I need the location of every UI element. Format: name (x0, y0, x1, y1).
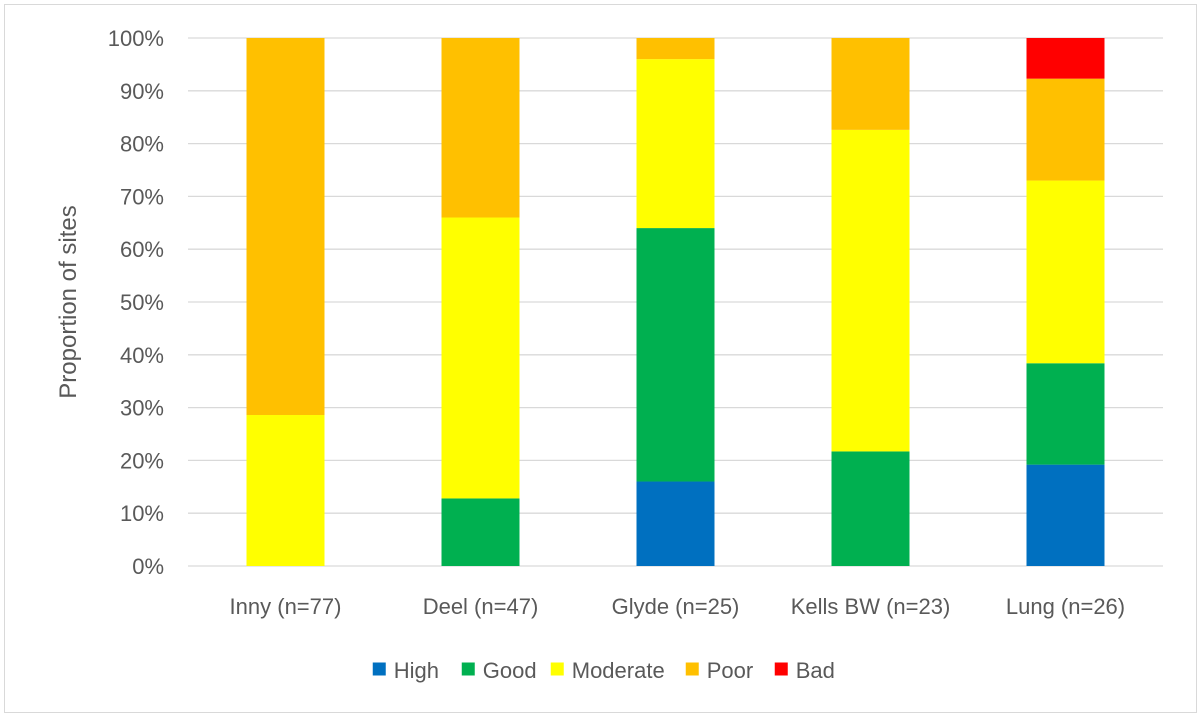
bar-segment (636, 38, 715, 60)
chart-frame (4, 4, 1197, 713)
y-tick-label: 50% (120, 290, 164, 315)
y-tick-labels: 0% 10% 20% 30% 40% 50% 60% 70% 80% 90% 100% (108, 26, 164, 579)
bar-segment (246, 414, 325, 566)
bar-segment (831, 38, 910, 130)
legend-swatch (774, 662, 788, 676)
bar-segment (1026, 464, 1105, 566)
bar-segment (831, 129, 910, 452)
y-tick-label: 30% (120, 396, 164, 421)
legend: High Good Moderate Poor Bad (372, 658, 835, 683)
y-tick-label: 10% (120, 501, 164, 526)
legend-label: Poor (707, 658, 753, 683)
y-tick-label: 100% (108, 26, 164, 51)
legend-swatch (461, 662, 475, 676)
y-tick-label: 60% (120, 237, 164, 262)
y-tick-label: 80% (120, 132, 164, 157)
legend-swatch (685, 662, 699, 676)
x-tick-label: Kells BW (n=23) (791, 594, 951, 619)
bar-segment (1026, 38, 1105, 79)
bar-segment (246, 38, 325, 415)
legend-label: Bad (796, 658, 835, 683)
bar-segment (636, 481, 715, 566)
x-tick-labels: Inny (n=77) Deel (n=47) Glyde (n=25) Kells … (230, 594, 1126, 619)
legend-label: Good (483, 658, 537, 683)
legend-label: High (394, 658, 439, 683)
bar-segment (441, 498, 520, 566)
y-tick-label: 90% (120, 79, 164, 104)
legend-label: Moderate (572, 658, 665, 683)
y-tick-label: 0% (132, 554, 164, 579)
x-tick-label: Lung (n=26) (1006, 594, 1125, 619)
x-tick-label: Deel (n=47) (423, 594, 539, 619)
bar-segment (1026, 363, 1105, 465)
legend-swatch (372, 662, 386, 676)
legend-swatch (550, 662, 564, 676)
bar-segment (1026, 78, 1105, 181)
x-tick-label: Glyde (n=25) (612, 594, 740, 619)
y-tick-label: 20% (120, 448, 164, 473)
bar-segment (636, 59, 715, 229)
bar-segment (636, 228, 715, 482)
y-tick-label: 40% (120, 343, 164, 368)
y-axis-title: Proportion of sites (55, 205, 82, 398)
y-tick-label: 70% (120, 184, 164, 209)
bar-segment (441, 217, 520, 499)
bar-segment (1026, 180, 1105, 364)
bar-segment (441, 38, 520, 218)
x-tick-label: Inny (n=77) (230, 594, 342, 619)
bars (246, 38, 1105, 566)
bar-segment (831, 451, 910, 566)
